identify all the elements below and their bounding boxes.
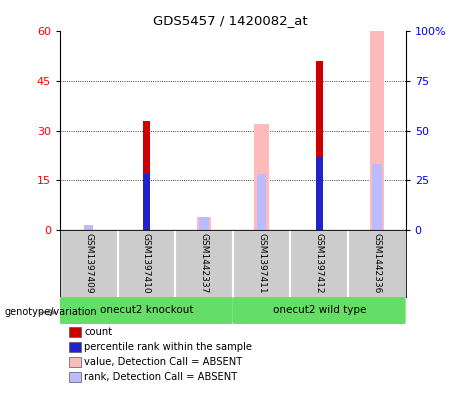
Bar [84, 225, 94, 230]
Bar [199, 217, 209, 230]
Text: GDS5457 / 1420082_at: GDS5457 / 1420082_at [153, 14, 308, 27]
Bar [370, 31, 384, 230]
Text: GSM1442336: GSM1442336 [372, 233, 381, 294]
Bar [257, 174, 266, 230]
Text: onecut2 knockout: onecut2 knockout [100, 305, 193, 316]
Text: percentile rank within the sample: percentile rank within the sample [84, 342, 252, 352]
Bar [143, 174, 150, 230]
Text: onecut2 wild type: onecut2 wild type [272, 305, 366, 316]
FancyBboxPatch shape [60, 297, 233, 324]
Bar [197, 217, 211, 230]
Bar [316, 157, 323, 230]
Text: GSM1397409: GSM1397409 [84, 233, 93, 294]
Text: GSM1397411: GSM1397411 [257, 233, 266, 294]
Text: rank, Detection Call = ABSENT: rank, Detection Call = ABSENT [84, 372, 237, 382]
Bar [372, 164, 382, 230]
Text: genotype/variation: genotype/variation [5, 307, 97, 318]
Bar [316, 61, 323, 230]
Text: value, Detection Call = ABSENT: value, Detection Call = ABSENT [84, 357, 242, 367]
FancyBboxPatch shape [233, 297, 406, 324]
Text: GSM1397412: GSM1397412 [315, 233, 324, 294]
Bar [143, 121, 150, 230]
Text: GSM1442337: GSM1442337 [200, 233, 208, 294]
Bar [254, 124, 269, 230]
Text: GSM1397410: GSM1397410 [142, 233, 151, 294]
Text: count: count [84, 327, 112, 337]
